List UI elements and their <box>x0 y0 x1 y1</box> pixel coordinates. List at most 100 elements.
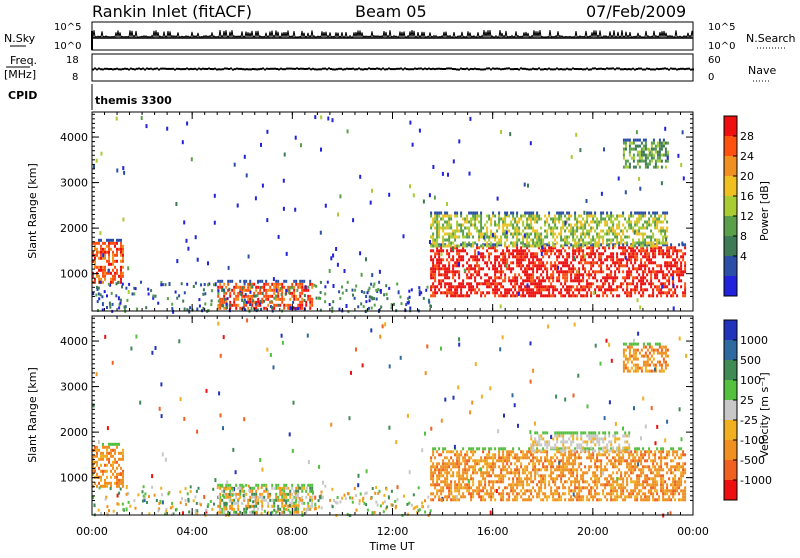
echo-cell <box>110 242 112 245</box>
echo-cell <box>608 492 610 495</box>
echo-cell <box>456 264 458 267</box>
echo-cell <box>582 294 584 297</box>
echo-cell <box>640 258 642 261</box>
echo-cell <box>558 218 560 221</box>
echo-cell <box>297 484 299 487</box>
echo-cell <box>570 285 572 288</box>
echo-cell <box>464 242 466 245</box>
echo-cell <box>598 242 600 245</box>
echo-cell <box>526 255 528 258</box>
beam-title: Beam 05 <box>355 2 427 21</box>
echo-cell <box>474 255 476 258</box>
echo-cell <box>534 489 536 492</box>
echo-cell <box>598 294 600 297</box>
echo-cell <box>434 218 436 221</box>
echo-cell <box>628 224 630 227</box>
echo-cell <box>436 285 438 288</box>
echo-cell <box>540 218 542 221</box>
echo-cell <box>654 273 656 276</box>
echo-cell <box>239 307 241 310</box>
echo-cell <box>438 453 440 456</box>
echo-cell <box>661 181 663 185</box>
echo-cell <box>456 288 458 291</box>
echo-cell <box>638 477 640 480</box>
freq-point <box>226 68 228 70</box>
echo-cell <box>632 242 634 245</box>
echo-cell <box>608 282 610 285</box>
echo-cell <box>438 236 440 239</box>
echo-cell <box>642 227 644 230</box>
echo-cell <box>508 252 510 255</box>
echo-cell <box>600 218 602 221</box>
station-title: Rankin Inlet (fitACF) <box>92 2 252 21</box>
echo-cell <box>670 261 672 264</box>
echo-cell <box>460 291 462 294</box>
echo-cell <box>653 148 655 151</box>
echo-cell <box>574 468 576 471</box>
echo-cell <box>620 495 622 498</box>
echo-cell <box>564 498 566 501</box>
echo-cell <box>244 282 246 285</box>
echo-cell <box>524 245 526 248</box>
echo-cell <box>638 233 640 236</box>
echo-cell <box>626 477 628 480</box>
echo-cell <box>670 288 672 291</box>
echo-cell <box>460 294 462 297</box>
echo-cell <box>486 459 488 462</box>
freq-point <box>460 68 462 70</box>
echo-cell <box>552 230 554 233</box>
echo-cell <box>657 157 659 160</box>
echo-cell <box>548 291 550 294</box>
echo-cell <box>560 294 562 297</box>
echo-cell <box>632 227 634 230</box>
echo-cell <box>664 230 666 233</box>
echo-cell <box>454 236 456 239</box>
freq-point <box>374 68 376 70</box>
echo-cell <box>434 468 436 471</box>
nsky-tick-top: 10^5 <box>54 22 81 33</box>
echo-cell <box>109 302 111 306</box>
echo-cell <box>229 301 231 304</box>
echo-cell <box>552 456 554 459</box>
echo-cell <box>370 201 372 205</box>
echo-cell <box>228 266 230 270</box>
echo-cell <box>572 291 574 294</box>
echo-cell <box>532 267 534 270</box>
echo-cell <box>606 212 608 215</box>
freq-point <box>184 68 186 70</box>
echo-cell <box>122 482 124 485</box>
echo-cell <box>580 255 582 258</box>
echo-cell <box>556 477 558 480</box>
echo-cell <box>279 487 281 490</box>
echo-cell <box>186 239 188 243</box>
echo-cell <box>654 270 656 273</box>
echo-cell <box>223 490 225 493</box>
echo-cell <box>237 304 239 307</box>
echo-cell <box>624 471 626 474</box>
echo-cell <box>538 492 540 495</box>
echo-cell <box>448 218 450 221</box>
echo-cell <box>622 453 624 456</box>
echo-cell <box>442 462 444 465</box>
echo-cell <box>102 269 104 272</box>
echo-cell <box>678 267 680 270</box>
echo-cell <box>502 459 504 462</box>
echo-cell <box>516 236 518 239</box>
echo-cell <box>548 246 550 249</box>
echo-cell <box>285 484 287 487</box>
echo-cell <box>454 291 456 294</box>
echo-cell <box>488 450 490 453</box>
echo-cell <box>440 243 442 246</box>
echo-cell <box>614 450 616 453</box>
echo-cell <box>566 258 568 261</box>
echo-cell <box>440 480 442 483</box>
echo-cell <box>98 287 100 290</box>
echo-cell <box>494 498 496 501</box>
echo-cell <box>572 264 574 267</box>
echo-cell <box>293 295 295 298</box>
echo-cell <box>550 294 552 297</box>
echo-cell <box>281 298 283 301</box>
echo-cell <box>649 160 651 163</box>
echo-cell <box>524 267 526 270</box>
echo-cell <box>452 267 454 270</box>
